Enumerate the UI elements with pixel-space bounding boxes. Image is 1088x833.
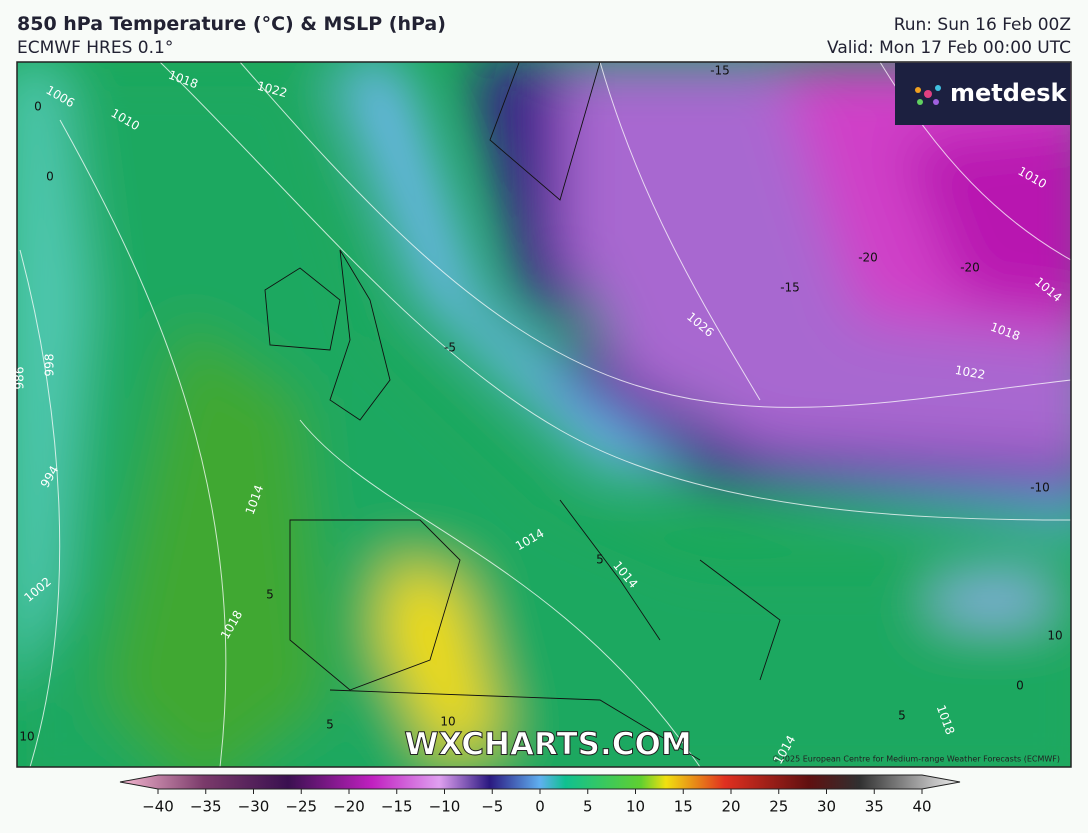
map-frame	[16, 61, 1072, 768]
colorbar-label: −35	[190, 798, 222, 816]
logo: metdesk	[950, 79, 1068, 107]
colorbar-label: −5	[481, 798, 503, 816]
colorbar-label: 0	[535, 798, 545, 816]
watermark: WXCHARTS.COM	[404, 727, 691, 763]
colorbar-label: 30	[817, 798, 836, 816]
colorbar-label: −40	[142, 798, 174, 816]
isotherm-label: 10	[1047, 629, 1062, 643]
isotherm-label: 0	[34, 100, 42, 114]
run-time: Run: Sun 16 Feb 00Z	[893, 15, 1071, 35]
valid-time: Valid: Mon 17 Feb 00:00 UTC	[827, 38, 1071, 58]
colorbar	[119, 774, 961, 790]
isotherm-label: -5	[444, 341, 456, 355]
colorbar-label: 40	[912, 798, 931, 816]
isotherm-label: 10	[440, 715, 455, 729]
isotherm-label: 5	[326, 718, 334, 732]
isotherm-label: 10	[19, 730, 34, 744]
map-field	[17, 62, 1071, 767]
colorbar-label: 5	[583, 798, 593, 816]
copyright: ©2025 European Centre for Medium-range W…	[772, 755, 1060, 764]
colorbar-label: 10	[626, 798, 645, 816]
title: 850 hPa Temperature (°C) & MSLP (hPa)	[17, 13, 446, 35]
isotherm-label: 5	[596, 553, 604, 567]
isotherm-label: 5	[898, 709, 906, 723]
isobar-label: 1022	[954, 363, 987, 382]
isotherm-label: 5	[266, 588, 274, 602]
colorbar-label: −20	[333, 798, 365, 816]
isobar-label: 986	[13, 367, 27, 390]
isotherm-label: 0	[46, 170, 54, 184]
isotherm-label: 0	[1016, 679, 1024, 693]
colorbar-label: 15	[674, 798, 693, 816]
colorbar-label: −15	[381, 798, 413, 816]
isotherm-label: -15	[710, 64, 730, 78]
colorbar-label: 20	[721, 798, 740, 816]
isotherm-label: -20	[858, 251, 878, 265]
isotherm-label: -20	[960, 261, 980, 275]
colorbar-label: −10	[429, 798, 461, 816]
logo-icon	[915, 85, 941, 105]
colorbar-label: 35	[865, 798, 884, 816]
subtitle: ECMWF HRES 0.1°	[17, 38, 174, 58]
colorbar-label: 25	[769, 798, 788, 816]
isobar-label: 998	[43, 354, 57, 377]
colorbar-label: −30	[238, 798, 270, 816]
isotherm-label: -15	[780, 281, 800, 295]
colorbar-label: −25	[285, 798, 317, 816]
isotherm-label: -10	[1030, 481, 1050, 495]
